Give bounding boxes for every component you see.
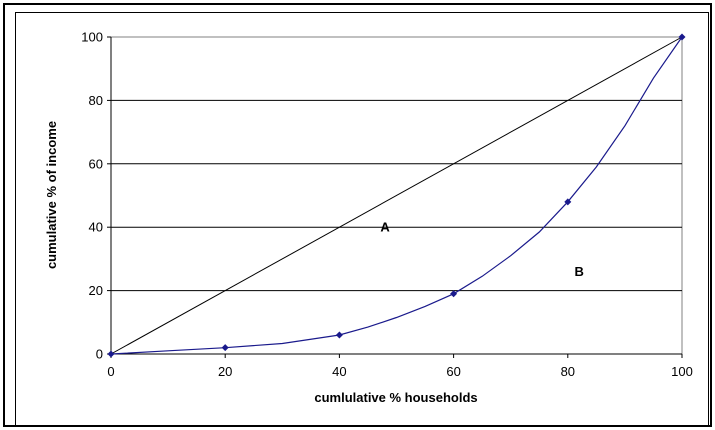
region-label-b: B (575, 264, 584, 279)
x-tick-label: 20 (218, 364, 232, 379)
y-tick-label: 60 (89, 156, 103, 171)
y-axis-title: cumulative % of income (44, 121, 59, 269)
data-point-marker (564, 198, 572, 206)
region-label-a: A (380, 220, 390, 235)
y-tick-label: 20 (89, 283, 103, 298)
equality-line (110, 36, 683, 355)
x-tick-label: 0 (107, 364, 114, 379)
series-group (107, 33, 686, 358)
y-tick-label: 0 (96, 347, 103, 362)
data-point-marker (221, 344, 229, 352)
x-tick-label: 40 (332, 364, 346, 379)
x-tick-label: 60 (446, 364, 460, 379)
data-point-marker (450, 290, 458, 298)
grid-lines (110, 37, 682, 355)
y-tick-label: 100 (81, 30, 103, 45)
data-point-marker (678, 33, 686, 41)
data-point-marker (335, 331, 343, 339)
data-point-marker (107, 350, 115, 358)
y-tick-label: 40 (89, 220, 103, 235)
x-tick-label: 80 (561, 364, 575, 379)
x-tick-label: 100 (671, 364, 693, 379)
annotations-group: AB (380, 220, 584, 279)
y-axis-ticks: 0 20 40 60 80 100 (81, 30, 111, 362)
x-axis-ticks: 0 20 40 60 80 100 (107, 354, 693, 379)
x-axis-title: cumlulative % households (314, 390, 477, 405)
y-tick-label: 80 (89, 93, 103, 108)
